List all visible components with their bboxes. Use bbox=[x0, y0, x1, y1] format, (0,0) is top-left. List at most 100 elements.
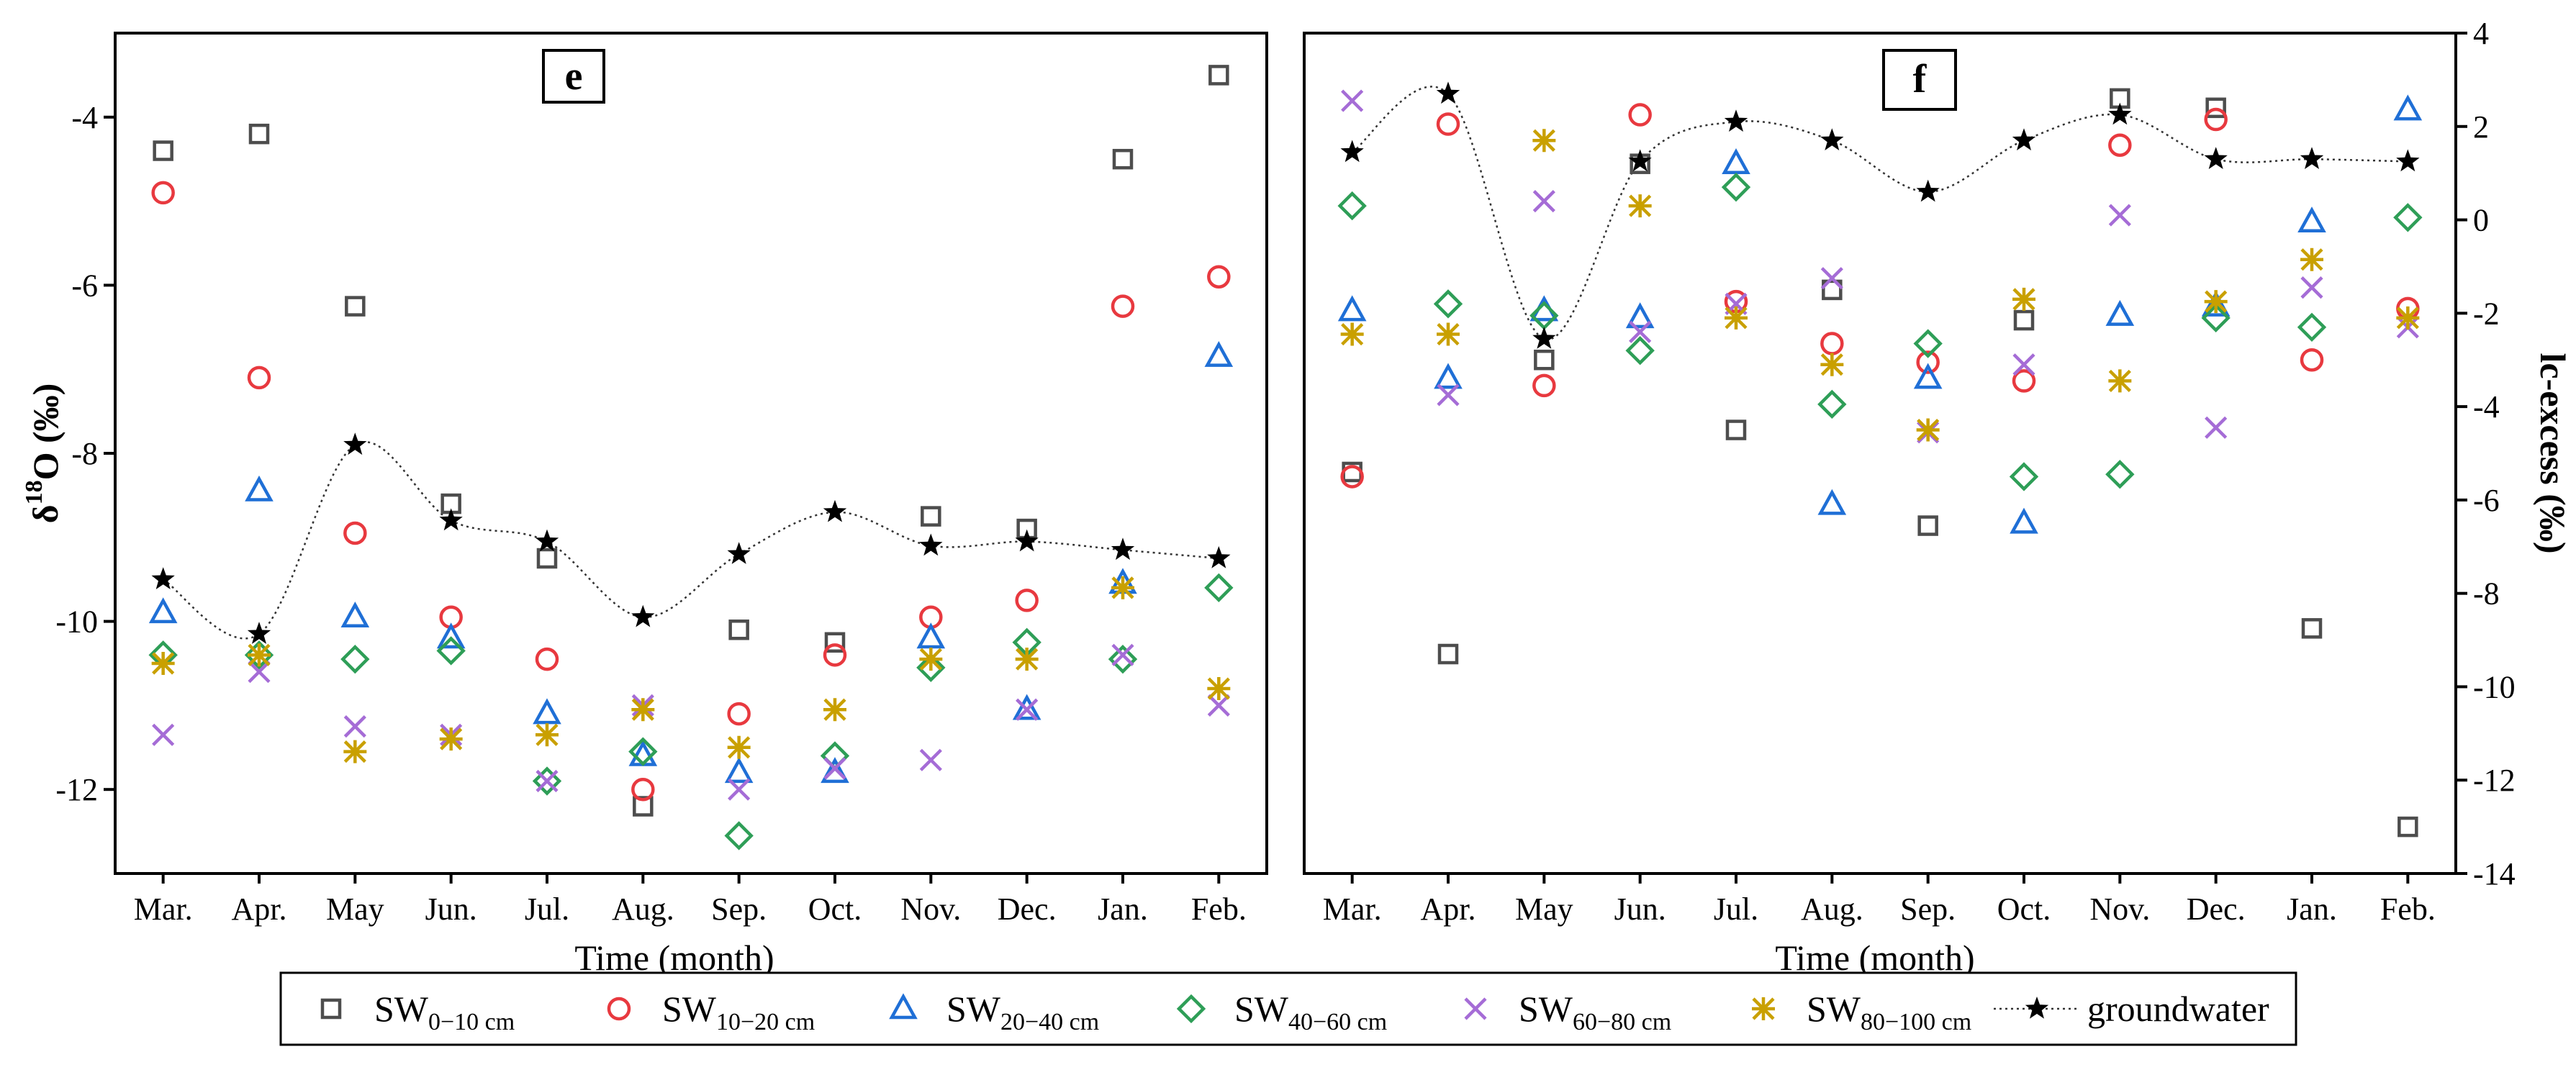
y-tick-label: -6 bbox=[2473, 483, 2500, 518]
data-point-sw80 bbox=[1207, 677, 1231, 701]
data-point-sw20 bbox=[1434, 363, 1463, 389]
y-tick-label: -6 bbox=[71, 268, 98, 303]
data-point-sw0 bbox=[153, 140, 173, 161]
data-point-sw10 bbox=[151, 181, 175, 205]
x-tick-label: Jan. bbox=[1098, 891, 1148, 927]
chart-panel-e: -12 -10 -8 -6 -4 Mar. Apr. May Jun. Jul. Aug. Sep.… bbox=[21, 32, 1268, 978]
legend-box bbox=[279, 971, 2297, 1046]
y-axis-title-e: δ18O (‰) bbox=[21, 384, 65, 524]
panel-label-box-f bbox=[1882, 49, 1957, 111]
data-point-sw40 bbox=[1721, 172, 1751, 202]
data-point-sw20 bbox=[340, 602, 370, 628]
x-axis-f: Mar. Apr. May Jun. Jul. Aug. Sep. Oct. Nov. Dec. J… bbox=[1323, 873, 2436, 927]
data-point-sw80 bbox=[2300, 248, 2323, 271]
data-point-sw0 bbox=[1208, 65, 1229, 86]
data-point-sw80 bbox=[2012, 287, 2035, 311]
y-axis-title-e-rest: O (‰) bbox=[25, 384, 65, 481]
data-point-sw60 bbox=[2108, 204, 2131, 227]
x-axis-title-f: Time (month) bbox=[1775, 938, 1974, 978]
data-point-sw0 bbox=[2398, 816, 2418, 838]
y-tick-label: -4 bbox=[2473, 389, 2500, 425]
data-point-sw0 bbox=[1725, 419, 1747, 440]
data-point-sw20 bbox=[2010, 507, 2038, 534]
data-point-gw bbox=[1916, 179, 1940, 202]
data-point-sw0 bbox=[2205, 97, 2226, 119]
y-tick-label: -12 bbox=[2473, 763, 2516, 798]
data-point-gw bbox=[1532, 327, 1556, 349]
groundwater-line bbox=[163, 441, 1219, 640]
data-point-sw20 bbox=[1337, 295, 1367, 322]
data-point-sw40 bbox=[2009, 462, 2039, 491]
data-point-sw0 bbox=[1917, 515, 1938, 536]
y-tick-label: -12 bbox=[55, 772, 98, 807]
data-point-sw0 bbox=[2301, 618, 2323, 639]
legend-item-sw0: SW0−10 cm bbox=[320, 989, 515, 1035]
y-tick-label: -10 bbox=[2473, 669, 2516, 704]
data-point-sw40 bbox=[1108, 644, 1138, 674]
x-tick-label: May bbox=[1515, 891, 1573, 927]
data-point-sw10 bbox=[1820, 332, 1844, 355]
data-point-sw40 bbox=[1817, 389, 1847, 419]
data-point-sw0 bbox=[536, 548, 558, 569]
x-axis-e: Mar. Apr. May Jun. Jul. Aug. Sep. Oct. Nov. Dec. J… bbox=[134, 873, 1247, 927]
legend-marker bbox=[1176, 994, 1206, 1024]
data-point-sw40 bbox=[1913, 329, 1943, 358]
data-point-sw10 bbox=[823, 643, 847, 667]
data-point-sw40 bbox=[1204, 573, 1234, 603]
data-point-sw20 bbox=[436, 622, 466, 649]
data-point-sw80 bbox=[2204, 290, 2228, 314]
data-point-gw bbox=[535, 529, 559, 552]
y-axis-f: -14 -12 -10 -8 -6 -4 -2 0 2 4 bbox=[2456, 16, 2516, 891]
x-tick-label: Apr. bbox=[232, 891, 287, 927]
data-point-sw80 bbox=[248, 643, 271, 667]
data-point-sw60 bbox=[1629, 320, 1652, 343]
legend-marker bbox=[2025, 997, 2049, 1019]
data-point-gw bbox=[343, 432, 367, 455]
data-point-sw20 bbox=[2297, 207, 2326, 233]
y-tick-label: -10 bbox=[55, 604, 98, 640]
data-point-sw20 bbox=[533, 698, 561, 725]
data-point-sw20 bbox=[1012, 694, 1041, 720]
data-point-sw0 bbox=[728, 620, 749, 640]
data-point-gw bbox=[631, 604, 655, 627]
data-point-sw10 bbox=[1111, 294, 1135, 318]
data-point-sw10 bbox=[1015, 589, 1039, 612]
data-point-sw0 bbox=[1822, 279, 1843, 301]
x-tick-label: May bbox=[326, 891, 384, 927]
data-point-sw60 bbox=[535, 769, 559, 793]
panel-label-box-e bbox=[542, 49, 605, 104]
data-point-sw40 bbox=[628, 737, 658, 766]
data-point-gw bbox=[151, 567, 175, 589]
data-point-sw40 bbox=[340, 644, 370, 674]
panel-label-f: f bbox=[1913, 57, 1928, 101]
data-point-sw0 bbox=[1437, 643, 1459, 665]
x-tick-label: Dec. bbox=[2187, 891, 2246, 927]
data-point-gw bbox=[1724, 109, 1748, 132]
legend-item-sw40: SW40−60 cm bbox=[1176, 989, 1387, 1035]
y-tick-label: -4 bbox=[71, 100, 98, 135]
y-tick-label: 2 bbox=[2473, 109, 2489, 145]
x-tick-label: Jul. bbox=[1714, 891, 1758, 927]
legend-marker bbox=[607, 997, 631, 1021]
data-point-sw40 bbox=[532, 766, 562, 796]
data-point-sw80 bbox=[439, 727, 463, 751]
data-point-sw10 bbox=[2108, 133, 2132, 157]
x-tick-label: Mar. bbox=[134, 891, 193, 927]
x-tick-label: Mar. bbox=[1323, 891, 1382, 927]
data-point-sw10 bbox=[1207, 265, 1231, 289]
data-point-sw80 bbox=[2108, 369, 2132, 393]
x-tick-label: Jan. bbox=[2287, 891, 2337, 927]
legend-label: SW80−100 cm bbox=[1807, 989, 1971, 1035]
data-point-sw60 bbox=[2012, 353, 2035, 376]
x-tick-label: Sep. bbox=[711, 891, 767, 927]
x-tick-label: Apr. bbox=[1421, 891, 1476, 927]
data-point-sw40 bbox=[1625, 336, 1655, 366]
data-point-gw bbox=[2300, 147, 2324, 169]
data-point-sw60 bbox=[1111, 643, 1134, 666]
data-point-sw40 bbox=[724, 821, 754, 850]
legend-item-gw: groundwater bbox=[1994, 989, 2269, 1029]
data-point-gw bbox=[823, 499, 847, 522]
data-point-sw60 bbox=[2300, 276, 2323, 299]
data-point-gw bbox=[1820, 128, 1844, 150]
data-point-sw20 bbox=[1817, 489, 1847, 515]
